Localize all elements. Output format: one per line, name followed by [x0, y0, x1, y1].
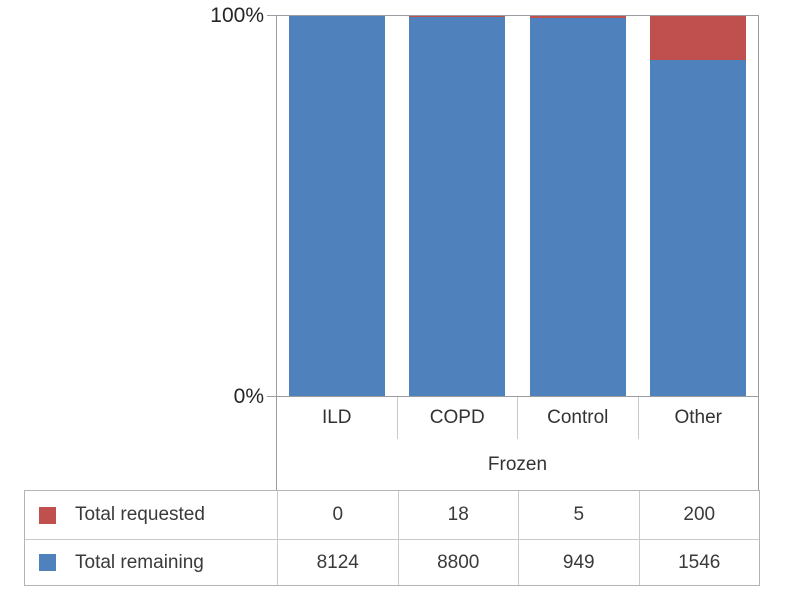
bar-column-ild — [277, 16, 397, 396]
bar-other — [649, 16, 746, 396]
requested-row-label: Total requested — [75, 504, 205, 525]
remaining-value-control: 949 — [518, 539, 639, 585]
bar-copd-requested-segment — [409, 16, 506, 17]
remaining-value-copd: 8800 — [397, 539, 518, 585]
bar-copd — [409, 16, 506, 396]
bar-control-remaining-segment — [529, 17, 626, 396]
remaining-value-other: 1546 — [638, 539, 759, 585]
bar-control-requested-segment — [529, 16, 626, 18]
requested-color-swatch — [39, 506, 56, 524]
bar-other-remaining-segment — [649, 59, 746, 396]
bar-control — [529, 16, 626, 396]
y-axis-label-100: 100% — [210, 4, 264, 27]
bar-ild — [289, 16, 386, 396]
plot-area — [276, 15, 759, 397]
requested-value-other: 200 — [638, 491, 760, 539]
remaining-row-label: Total remaining — [75, 551, 204, 573]
category-label-control: Control — [517, 397, 638, 439]
y-axis-label-0: 0% — [233, 385, 264, 408]
x-axis-category-labels: ILD COPD Control Other — [276, 397, 759, 439]
bar-copd-remaining-segment — [409, 16, 506, 396]
category-label-copd: COPD — [396, 397, 518, 439]
remaining-color-swatch — [39, 554, 56, 571]
bar-ild-remaining-segment — [289, 16, 386, 396]
requested-value-copd: 18 — [397, 491, 519, 539]
bar-column-copd — [397, 16, 517, 396]
requested-value-control: 5 — [518, 491, 639, 539]
category-label-ild: ILD — [321, 407, 352, 428]
group-label-frozen: Frozen — [487, 453, 548, 475]
table-row-remaining-legend: Total remaining — [25, 539, 277, 585]
table-row-requested-legend: Total requested — [25, 491, 277, 539]
requested-value-ild: 0 — [277, 491, 398, 539]
y-axis-tick-bottom — [267, 396, 276, 397]
remaining-value-ild: 8124 — [277, 539, 398, 585]
category-label-other: Other — [637, 397, 759, 439]
bar-other-requested-segment — [649, 16, 746, 60]
bar-column-control — [518, 16, 638, 396]
y-axis-tick-top — [267, 15, 276, 16]
bar-column-other — [638, 16, 758, 396]
data-table: Total requested 0 18 5 200 Total remaini… — [24, 490, 760, 586]
x-axis-group-band: Frozen — [276, 439, 759, 490]
